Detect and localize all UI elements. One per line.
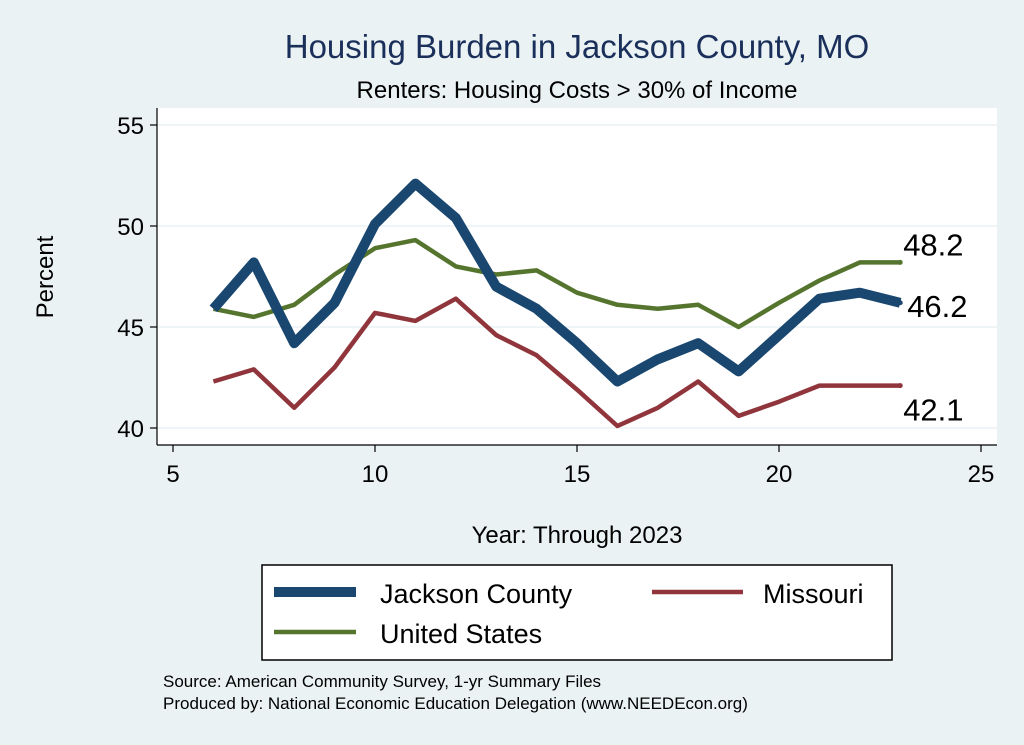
series-line-united-states: [212, 237, 901, 330]
y-tick-label: 55: [117, 113, 144, 140]
legend-label-united-states: United States: [380, 619, 542, 649]
chart-title: Housing Burden in Jackson County, MO: [285, 28, 870, 65]
y-axis-title: Percent: [32, 235, 59, 318]
x-tick-label: 20: [766, 461, 793, 488]
y-tick-label: 40: [117, 416, 144, 443]
end-labels: 46.2 42.1 48.2: [897, 227, 968, 428]
x-axis-title: Year: Through 2023: [472, 522, 683, 549]
legend-label-jackson-county: Jackson County: [380, 579, 573, 609]
series-line-jackson-county: [209, 178, 902, 387]
x-tick-label: 25: [968, 461, 995, 488]
x-tick-label: 5: [166, 461, 179, 488]
y-tick-label: 50: [117, 214, 144, 241]
y-tick-label: 45: [117, 315, 144, 342]
legend-box: [261, 564, 893, 661]
end-label-jackson-county: 46.2: [907, 289, 967, 324]
chart-subtitle: Renters: Housing Costs > 30% of Income: [357, 77, 798, 104]
grid: [157, 124, 997, 429]
end-marker-united-states: [897, 259, 903, 265]
series-lines: [209, 178, 902, 429]
x-tick-label: 15: [564, 461, 591, 488]
source-note: Source: American Community Survey, 1-yr …: [163, 672, 601, 691]
series-line-missouri: [212, 296, 901, 429]
x-tick-label: 10: [362, 461, 389, 488]
produced-by-note: Produced by: National Economic Education…: [163, 694, 748, 713]
end-label-missouri: 42.1: [903, 393, 963, 428]
end-label-united-states: 48.2: [903, 227, 963, 262]
legend-label-missouri: Missouri: [763, 579, 864, 609]
end-marker-missouri: [897, 383, 903, 389]
end-marker-jackson-county: [897, 300, 903, 306]
legend: Jackson County Missouri United States: [261, 564, 893, 661]
